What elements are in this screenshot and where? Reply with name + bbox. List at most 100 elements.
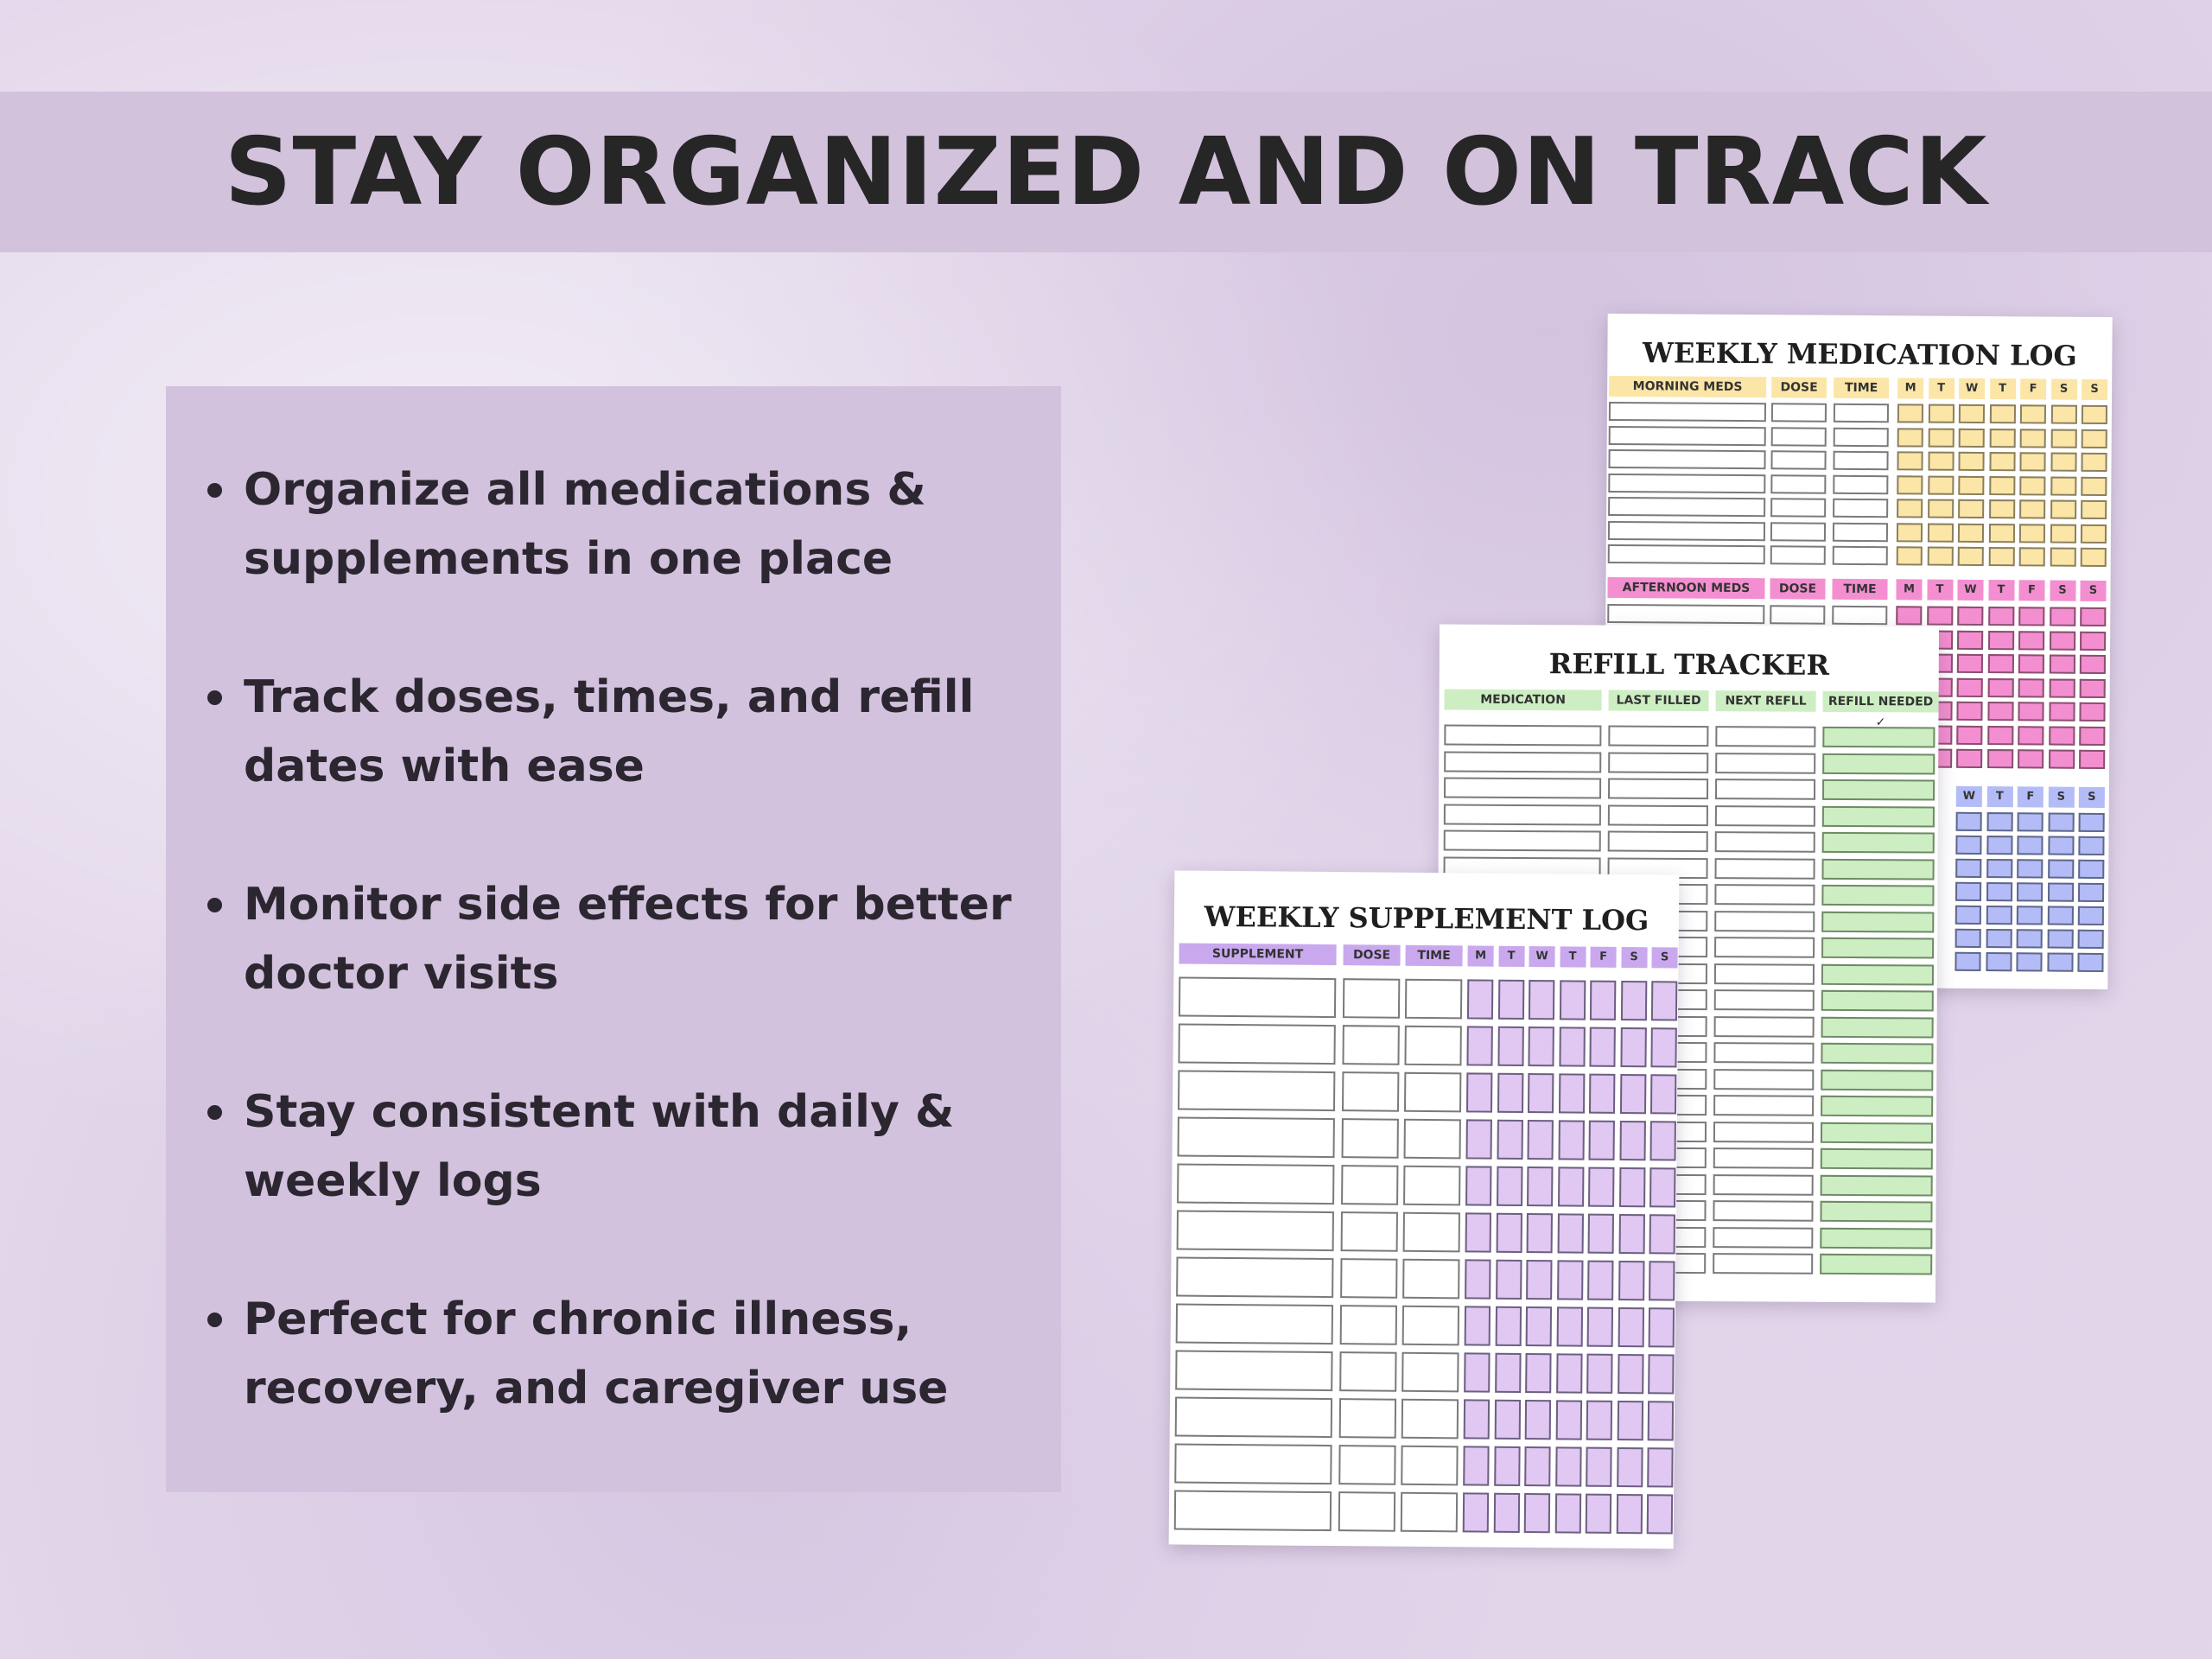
morning-day-header: T — [1928, 378, 1955, 399]
refill-needed-cell — [1821, 1069, 1934, 1090]
morning-day-cell — [1897, 499, 1923, 518]
morning-day-cell — [1927, 451, 1955, 471]
supplement-day-header: S — [1620, 946, 1648, 969]
supplement-day-cell — [1527, 1120, 1554, 1160]
refill-needed-cell — [1821, 963, 1934, 985]
afternoon-day-cell — [1956, 653, 1983, 674]
afternoon-day-cell — [2080, 607, 2107, 627]
supplement-day-header: W — [1529, 946, 1555, 968]
refill-medication-cell — [1444, 724, 1602, 747]
morning-day-cell — [1988, 523, 2015, 543]
morning-day-cell — [1988, 452, 2016, 472]
supplement-name-cell — [1173, 1490, 1332, 1532]
morning-time-header: TIME — [1834, 377, 1890, 399]
evening-day-cell — [2047, 906, 2074, 925]
supplement-dose-cell — [1338, 1491, 1396, 1532]
supplement-log-sheet: WEEKLY SUPPLEMENT LOG SUPPLEMENT DOSE TI… — [1168, 870, 1680, 1549]
refill-next-refill-cell — [1713, 1068, 1815, 1090]
supplement-dose-header: DOSE — [1343, 944, 1401, 966]
afternoon-day-cell — [2018, 630, 2045, 651]
morning-med-cell — [1607, 543, 1765, 565]
supplement-day-cell — [1554, 1446, 1582, 1487]
supplement-day-header: T — [1559, 946, 1586, 968]
supplement-day-header: M — [1467, 945, 1494, 967]
supplement-name-cell — [1174, 1443, 1332, 1485]
supplement-day-cell — [1556, 1260, 1583, 1300]
evening-day-cell — [1986, 929, 2012, 949]
morning-day-header: M — [1897, 378, 1924, 399]
morning-day-cell — [2019, 475, 2046, 496]
afternoon-day-cell — [2080, 631, 2107, 651]
supplement-dose-cell — [1341, 1071, 1400, 1112]
evening-day-cell — [2017, 859, 2044, 879]
afternoon-day-cell — [2018, 607, 2045, 626]
refill-needed-cell — [1820, 1200, 1933, 1223]
bullet-icon — [207, 690, 222, 705]
supplement-time-cell — [1403, 1118, 1461, 1160]
refill-needed-cell — [1822, 753, 1936, 774]
supplement-time-cell — [1402, 1305, 1460, 1346]
supplement-day-cell — [1495, 1306, 1522, 1346]
evening-day-cell — [2077, 906, 2104, 925]
afternoon-day-cell — [2048, 749, 2075, 769]
evening-day-cell — [2047, 882, 2074, 902]
supplement-day-cell — [1464, 1306, 1491, 1346]
afternoon-day-cell — [2048, 702, 2075, 721]
afternoon-dose-header: DOSE — [1770, 578, 1826, 600]
afternoon-time-header: TIME — [1832, 578, 1888, 601]
afternoon-time-cell — [1832, 605, 1888, 626]
morning-day-cell — [1958, 499, 1985, 519]
refill-next-refill-cell — [1713, 1121, 1815, 1143]
refill-next-refill-cell — [1715, 726, 1816, 747]
evening-day-cell — [1986, 906, 2012, 925]
supplement-dose-cell — [1340, 1258, 1398, 1299]
supplement-day-cell — [1523, 1493, 1551, 1534]
supplement-dose-cell — [1339, 1305, 1398, 1345]
morning-day-cell — [1897, 404, 1924, 423]
afternoon-dose-cell — [1770, 605, 1826, 625]
supplement-dose-cell — [1341, 1165, 1399, 1205]
morning-day-cell — [1928, 428, 1955, 448]
supplement-day-cell — [1526, 1213, 1553, 1254]
refill-next-refill-cell — [1714, 831, 1815, 853]
afternoon-day-cell — [1956, 677, 1983, 697]
evening-day-cell — [2046, 952, 2074, 972]
supplement-dose-cell — [1338, 1398, 1397, 1439]
refill-medication-cell — [1443, 804, 1601, 825]
morning-day-cell — [2018, 523, 2046, 543]
supplement-day-cell — [1465, 1212, 1491, 1253]
afternoon-day-cell — [2018, 702, 2044, 721]
supplement-day-cell — [1618, 1260, 1644, 1301]
morning-med-cell — [1608, 401, 1767, 423]
supplement-day-cell — [1586, 1446, 1612, 1487]
supplement-day-cell — [1648, 1354, 1675, 1395]
evening-day-cell — [2047, 836, 2075, 855]
morning-meds-header: MORNING MEDS — [1609, 375, 1767, 398]
morning-day-cell — [2019, 499, 2046, 519]
supplement-day-cell — [1555, 1353, 1583, 1394]
morning-dose-cell — [1770, 403, 1827, 423]
morning-day-cell — [1927, 546, 1954, 566]
supplement-day-cell — [1588, 1166, 1615, 1207]
morning-day-cell — [2050, 547, 2076, 567]
afternoon-meds-header: AFTERNOON MEDS — [1607, 576, 1765, 600]
afternoon-day-cell — [1926, 606, 1953, 626]
supplement-day-cell — [1494, 1399, 1521, 1440]
supplement-day-cell — [1587, 1260, 1614, 1300]
morning-day-cell — [1927, 499, 1954, 518]
afternoon-day-cell — [2018, 654, 2044, 674]
supplement-day-header: S — [1651, 947, 1678, 969]
morning-day-cell — [2081, 452, 2107, 473]
supplement-day-cell — [1616, 1493, 1643, 1535]
evening-day-cell — [1986, 882, 2012, 902]
supplement-time-header: TIME — [1405, 944, 1463, 967]
header-banner: STAY ORGANIZED AND ON TRACK — [0, 92, 2212, 252]
morning-time-cell — [1833, 427, 1889, 447]
supplement-time-cell — [1402, 1258, 1460, 1300]
morning-day-cell — [2081, 429, 2107, 448]
medication-log-title: WEEKLY MEDICATION LOG — [1642, 336, 2077, 372]
afternoon-day-header: W — [1957, 579, 1984, 601]
supplement-dose-cell — [1341, 1118, 1399, 1159]
supplement-day-cell — [1649, 1261, 1675, 1301]
supplement-day-cell — [1497, 979, 1524, 1020]
